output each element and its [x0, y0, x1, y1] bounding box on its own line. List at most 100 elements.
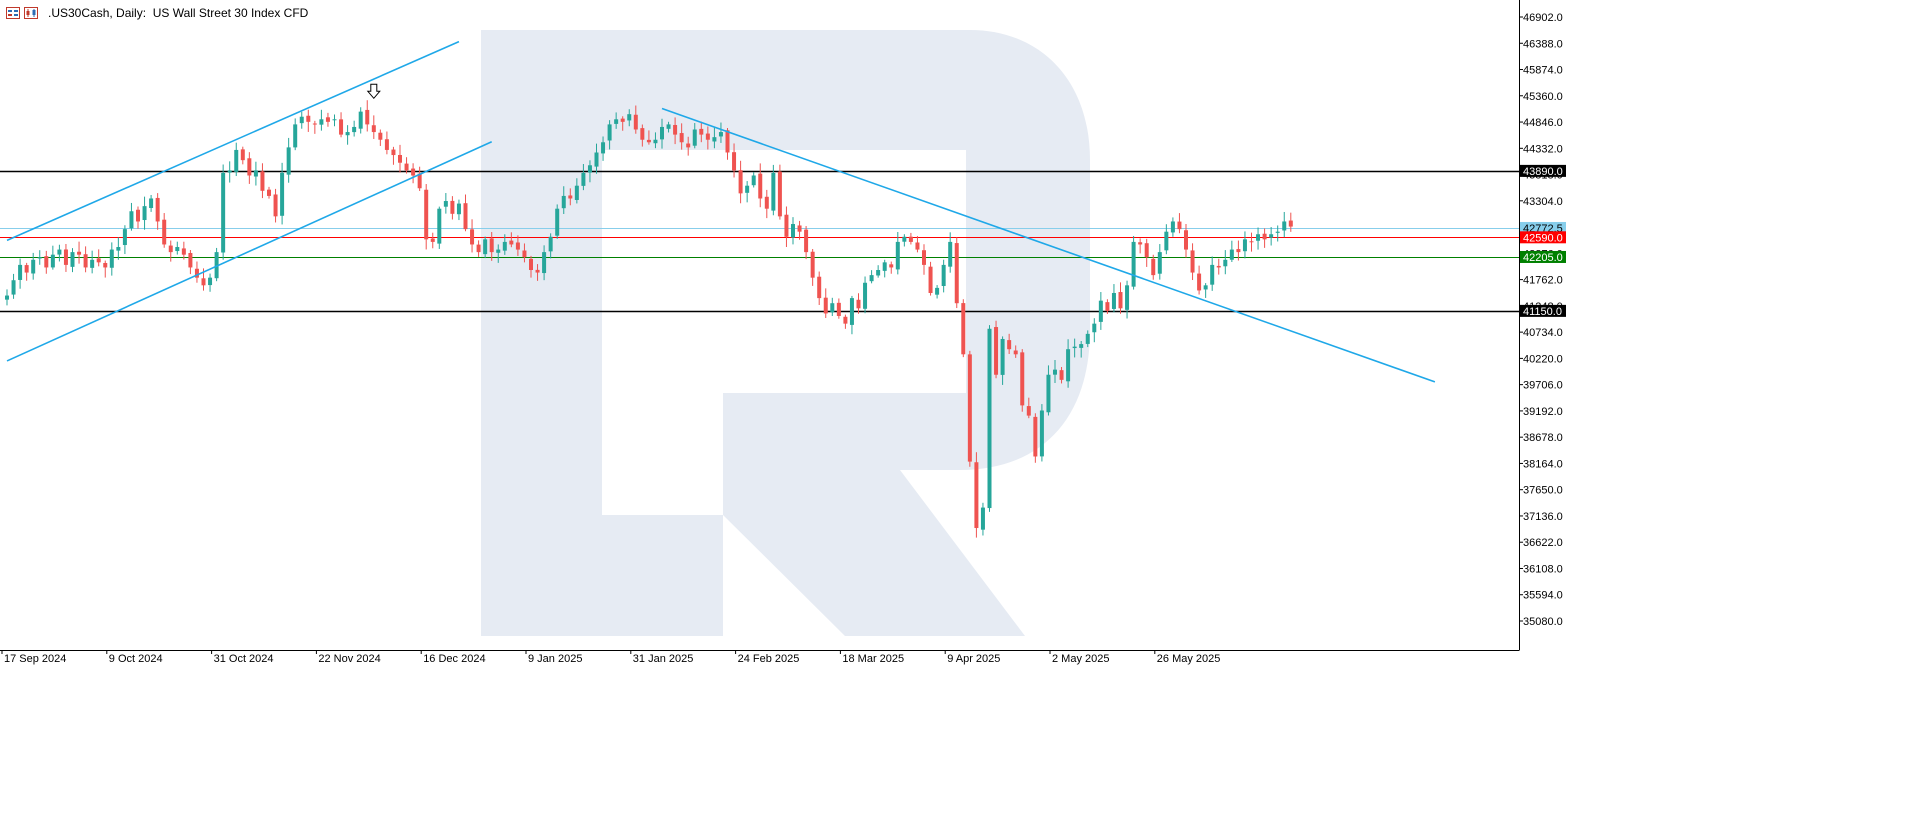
candle: [260, 163, 265, 199]
candle-body: [987, 328, 992, 509]
candle: [1105, 299, 1110, 314]
candle-body: [267, 189, 271, 196]
candle-body: [162, 219, 167, 245]
candle: [352, 120, 357, 137]
candle-body: [1046, 374, 1051, 413]
candle: [299, 111, 304, 129]
watermark-logo: [481, 30, 1090, 636]
candle-body: [1210, 264, 1215, 285]
candle-body: [1079, 344, 1084, 348]
candle-body: [1151, 258, 1156, 276]
candle-body: [1000, 338, 1005, 375]
candle-body: [155, 197, 160, 222]
price-levels: [0, 170, 1519, 313]
candle-body: [70, 252, 75, 267]
candle: [1092, 318, 1097, 343]
candle: [1151, 254, 1156, 280]
candle-body: [594, 152, 599, 167]
candle: [1111, 284, 1116, 313]
candle: [712, 127, 717, 149]
candle-body: [443, 201, 448, 207]
candle-body: [810, 251, 815, 278]
candle-body: [791, 224, 795, 238]
x-tick-label: 18 Mar 2025: [842, 653, 904, 665]
annotations: [366, 83, 381, 100]
candle-body: [1098, 300, 1103, 322]
candle-body: [489, 238, 494, 253]
candle-body: [666, 124, 671, 129]
candle-body: [764, 196, 769, 209]
candle-body: [63, 249, 68, 265]
candle-body: [751, 175, 756, 186]
candle: [371, 115, 376, 139]
candle-body: [548, 236, 553, 252]
candle: [1236, 240, 1241, 261]
candle: [1053, 359, 1057, 384]
candle: [129, 202, 134, 231]
candle: [869, 270, 874, 284]
candle: [908, 232, 913, 245]
candle-body: [607, 124, 612, 141]
candle-body: [1216, 265, 1221, 268]
candle: [234, 142, 239, 177]
candle: [843, 314, 848, 329]
candle: [1242, 231, 1247, 259]
candle: [411, 163, 416, 184]
price-level-label: 43890.0: [1523, 166, 1563, 178]
chart-type-icon[interactable]: [24, 7, 38, 19]
candle: [954, 237, 959, 309]
candle: [758, 163, 763, 208]
candle: [214, 247, 219, 282]
candle-body: [1007, 340, 1012, 350]
candles: [5, 100, 1293, 538]
candle: [751, 172, 756, 188]
candle: [1059, 366, 1064, 384]
candle: [941, 259, 946, 293]
y-tick-label: 35080.0: [1523, 616, 1563, 628]
candle-body: [843, 316, 848, 324]
candle: [175, 241, 180, 255]
candle: [502, 234, 507, 255]
candle-body: [718, 132, 723, 137]
candle-body: [922, 250, 926, 265]
candle-body: [358, 111, 363, 129]
candle: [515, 235, 520, 256]
y-tick-label: 39192.0: [1523, 406, 1563, 418]
candle: [673, 117, 678, 145]
candle: [430, 232, 435, 249]
arrow-down-icon: [366, 83, 381, 100]
candle-body: [201, 278, 206, 286]
candle: [1184, 224, 1188, 258]
candle-body: [273, 194, 278, 217]
chart-window-icon[interactable]: [6, 7, 20, 19]
candle-body: [142, 206, 147, 221]
x-tick-label: 9 Apr 2025: [947, 653, 1000, 665]
candle-body: [496, 249, 501, 253]
candle-body: [1072, 346, 1077, 349]
candle: [882, 259, 887, 278]
candle-body: [1013, 350, 1018, 355]
candle: [1072, 338, 1077, 358]
y-tick-label: 38678.0: [1523, 432, 1563, 444]
candle: [227, 161, 232, 183]
candle-body: [437, 208, 442, 244]
candle-body: [633, 114, 638, 130]
candle-body: [830, 303, 835, 313]
candle-body: [194, 268, 199, 278]
candle-body: [849, 298, 854, 325]
candle-body: [882, 262, 887, 271]
candle: [1039, 404, 1044, 462]
candle: [142, 196, 147, 230]
candle: [830, 297, 835, 316]
candle: [109, 242, 114, 276]
price-level-tag: [1520, 304, 1566, 317]
candle: [620, 116, 625, 131]
candle: [1066, 339, 1071, 388]
candle-body: [1144, 243, 1149, 258]
candle-body: [398, 154, 402, 163]
candle: [660, 118, 664, 149]
candle: [358, 107, 363, 134]
candle-body: [601, 142, 606, 154]
candle-body: [502, 241, 507, 251]
